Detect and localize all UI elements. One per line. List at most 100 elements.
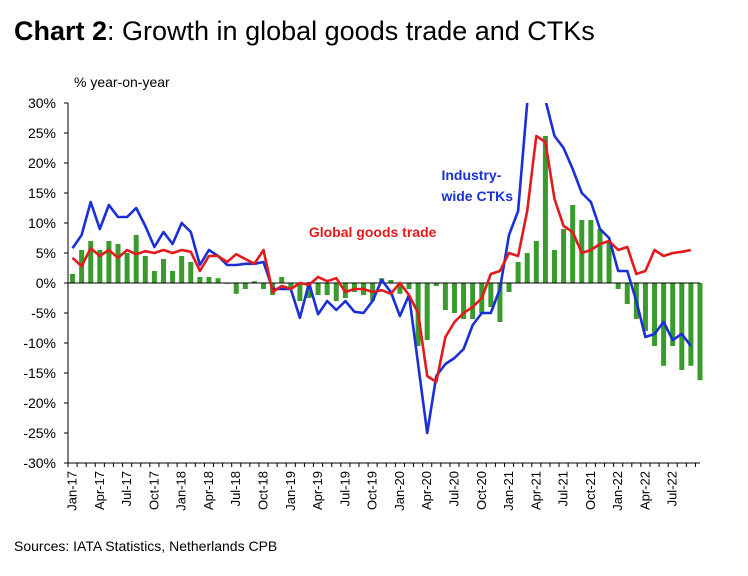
y-tick-label: -10% — [23, 335, 56, 351]
bar — [97, 250, 103, 283]
bar — [670, 283, 676, 346]
bar — [333, 283, 339, 301]
y-tick-label: 15% — [28, 185, 56, 201]
y-tick-label: -20% — [23, 395, 56, 411]
x-tick-label: Apr-17 — [92, 471, 107, 510]
bar — [297, 283, 303, 301]
y-tick-label: -25% — [23, 425, 56, 441]
x-tick-label: Apr-22 — [637, 471, 652, 510]
bar — [124, 253, 130, 283]
goods-trade-line — [71, 134, 692, 384]
series-annotation: Industry- — [441, 167, 501, 183]
x-tick-label: Jul-21 — [556, 471, 571, 506]
bar — [697, 283, 703, 381]
x-tick-label: Oct-20 — [474, 471, 489, 510]
bar — [570, 205, 576, 283]
bar — [451, 283, 457, 313]
bar — [588, 220, 594, 283]
bar — [442, 283, 448, 310]
x-tick-label: Jan-20 — [392, 471, 407, 511]
bar — [524, 253, 530, 283]
x-tick-label: Jul-17 — [119, 471, 134, 506]
y-tick-label: 25% — [28, 125, 56, 141]
bar — [324, 283, 330, 295]
x-tick-label: Apr-19 — [310, 471, 325, 510]
x-tick-label: Jan-21 — [501, 471, 516, 511]
bar — [688, 283, 694, 366]
y-axis-label: % year-on-year — [74, 74, 170, 90]
x-tick-label: Oct-21 — [583, 471, 598, 510]
bar — [133, 235, 139, 283]
y-tick-label: 20% — [28, 155, 56, 171]
y-tick-label: -30% — [23, 455, 56, 471]
bar — [206, 277, 212, 283]
x-tick-label: Oct-19 — [365, 471, 380, 510]
bar — [261, 283, 267, 289]
bar — [215, 278, 221, 283]
bar — [88, 241, 94, 283]
bar — [552, 250, 558, 283]
y-tick-label: 10% — [28, 215, 56, 231]
bar — [652, 283, 658, 346]
bar — [515, 262, 521, 283]
bar — [70, 274, 76, 283]
bar — [642, 283, 648, 331]
bar — [615, 283, 621, 289]
x-tick-label: Apr-18 — [201, 471, 216, 510]
y-tick-label: 5% — [36, 245, 56, 261]
bar — [397, 283, 403, 294]
bar — [179, 256, 185, 283]
x-tick-label: Jan-19 — [283, 471, 298, 511]
bar — [433, 283, 439, 286]
chart-title-rest: : Growth in global goods trade and CTKs — [107, 16, 595, 46]
bar — [461, 283, 467, 319]
x-tick-label: Jan-17 — [65, 471, 80, 511]
bar — [542, 136, 548, 283]
bar — [624, 283, 630, 304]
bar — [170, 271, 176, 283]
x-tick-label: Jan-22 — [610, 471, 625, 511]
bar — [388, 280, 394, 283]
x-tick-label: Oct-17 — [146, 471, 161, 510]
bar — [142, 256, 148, 283]
series-annotation: Global goods trade — [309, 224, 437, 240]
x-tick-label: Apr-21 — [528, 471, 543, 510]
bar — [406, 283, 412, 289]
bar — [488, 283, 494, 307]
bar — [115, 244, 121, 283]
bar — [315, 283, 321, 295]
x-tick-label: Apr-20 — [419, 471, 434, 510]
x-tick-label: Oct-18 — [256, 471, 271, 510]
bar — [251, 281, 257, 283]
bar — [106, 241, 112, 283]
y-tick-label: 30% — [28, 95, 56, 111]
bar — [160, 259, 166, 283]
chart-title: Chart 2: Growth in global goods trade an… — [14, 14, 595, 48]
bar — [533, 241, 539, 283]
series-annotation: wide CTKs — [440, 188, 513, 204]
bar — [506, 283, 512, 292]
bar — [233, 283, 239, 294]
x-tick-label: Jul-20 — [446, 471, 461, 506]
bar — [306, 283, 312, 298]
y-tick-label: -5% — [31, 305, 56, 321]
bar — [497, 283, 503, 322]
source-note: Sources: IATA Statistics, Netherlands CP… — [14, 538, 278, 554]
ctk-line — [71, 103, 692, 435]
bar — [351, 283, 357, 292]
x-tick-label: Jul-22 — [665, 471, 680, 506]
bar — [279, 277, 285, 283]
bar — [188, 262, 194, 283]
bar — [197, 277, 203, 283]
y-tick-label: 0% — [36, 275, 56, 291]
chart-title-bold: Chart 2 — [14, 16, 108, 46]
bar — [606, 241, 612, 283]
x-tick-label: Jan-18 — [174, 471, 189, 511]
x-tick-label: Jul-19 — [337, 471, 352, 506]
bar — [561, 229, 567, 283]
x-tick-label: Jul-18 — [228, 471, 243, 506]
bar — [242, 283, 248, 289]
bar — [288, 283, 294, 289]
bar — [470, 283, 476, 319]
